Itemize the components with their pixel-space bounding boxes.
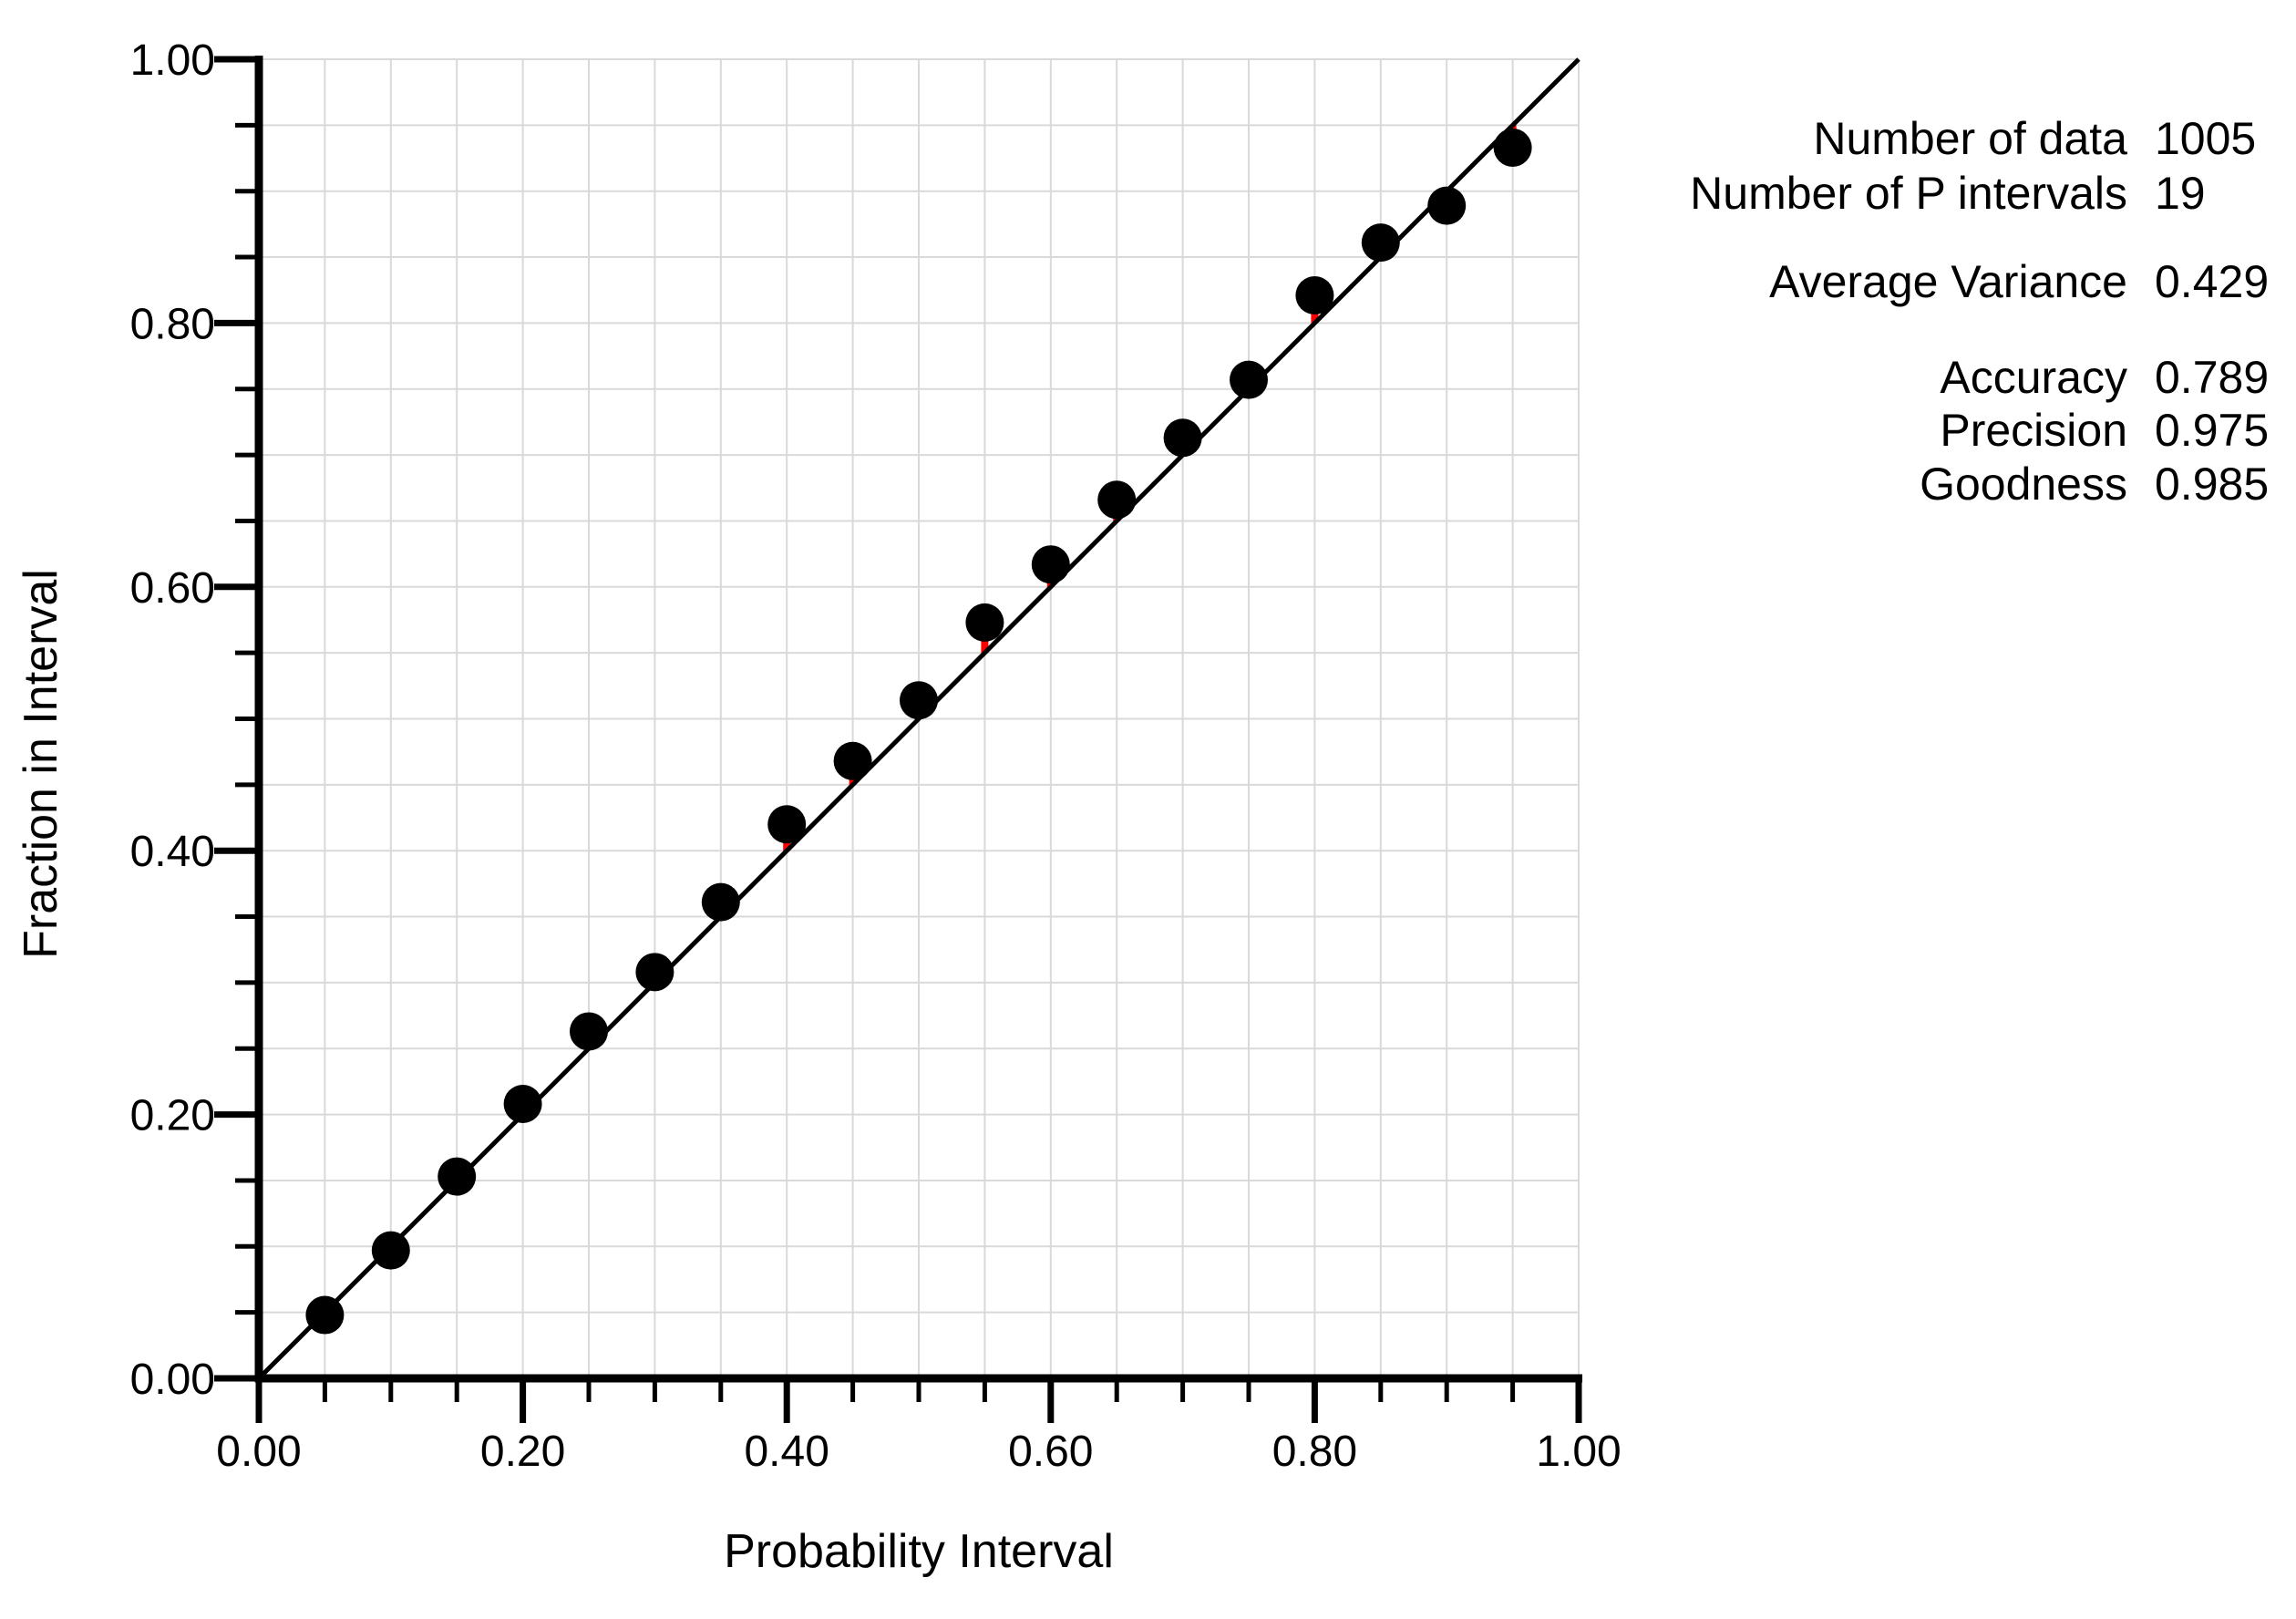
data-point	[305, 1295, 345, 1335]
x-axis-title: Probability Interval	[724, 1525, 1114, 1578]
stat-row-accuracy: Accuracy 0.789	[1522, 355, 2296, 400]
data-point	[1097, 480, 1137, 520]
data-point	[767, 805, 807, 844]
x-tick-label: 1.00	[1536, 1428, 1621, 1476]
x-tick-label: 0.80	[1272, 1428, 1357, 1476]
data-point	[1230, 360, 1268, 399]
stat-row-precision: Precision 0.975	[1522, 407, 2296, 453]
stat-row-number-of-p-intervals: Number of P intervals 19	[1522, 170, 2296, 216]
data-point	[1361, 223, 1400, 263]
stat-value: 0.975	[2155, 405, 2270, 456]
stat-value: 0.789	[2155, 352, 2270, 403]
stat-value: 0.429	[2155, 256, 2270, 307]
data-point	[635, 953, 674, 992]
y-tick-label: 0.80	[130, 300, 215, 348]
data-point	[503, 1085, 542, 1124]
stat-label: Average Variance	[1769, 256, 2127, 307]
stat-value: 0.985	[2155, 459, 2270, 510]
data-point	[1493, 128, 1532, 167]
data-point	[701, 882, 740, 922]
stat-label: Number of data	[1813, 113, 2127, 164]
stat-value: 1005	[2155, 113, 2257, 164]
data-point	[1427, 186, 1467, 225]
y-tick-label: 0.60	[130, 564, 215, 613]
data-point	[1295, 276, 1334, 315]
data-point	[570, 1012, 608, 1051]
stat-label: Goodness	[1920, 459, 2127, 510]
stat-label: Accuracy	[1940, 352, 2127, 403]
y-tick-label: 0.00	[130, 1356, 215, 1404]
data-point	[965, 603, 1004, 642]
stat-value: 19	[2155, 168, 2206, 219]
stat-label: Number of P intervals	[1690, 168, 2127, 219]
y-tick-label: 1.00	[130, 36, 215, 85]
data-point	[1031, 545, 1070, 584]
stat-row-number-of-data: Number of data 1005	[1522, 116, 2296, 161]
stat-row-average-variance: Average Variance 0.429	[1522, 259, 2296, 304]
x-tick-label: 0.00	[216, 1428, 301, 1476]
y-tick-label: 0.40	[130, 828, 215, 876]
x-tick-label: 0.60	[1008, 1428, 1093, 1476]
x-tick-label: 0.20	[480, 1428, 565, 1476]
x-tick-label: 0.40	[744, 1428, 829, 1476]
data-point	[1163, 418, 1202, 458]
data-point	[438, 1157, 477, 1196]
y-axis-title: Fraction in Interval	[15, 569, 67, 959]
data-point	[371, 1231, 410, 1270]
data-point	[833, 741, 872, 780]
stat-row-goodness: Goodness 0.985	[1522, 461, 2296, 507]
stat-label: Precision	[1940, 405, 2127, 456]
data-point	[900, 681, 938, 720]
y-tick-label: 0.20	[130, 1092, 215, 1140]
